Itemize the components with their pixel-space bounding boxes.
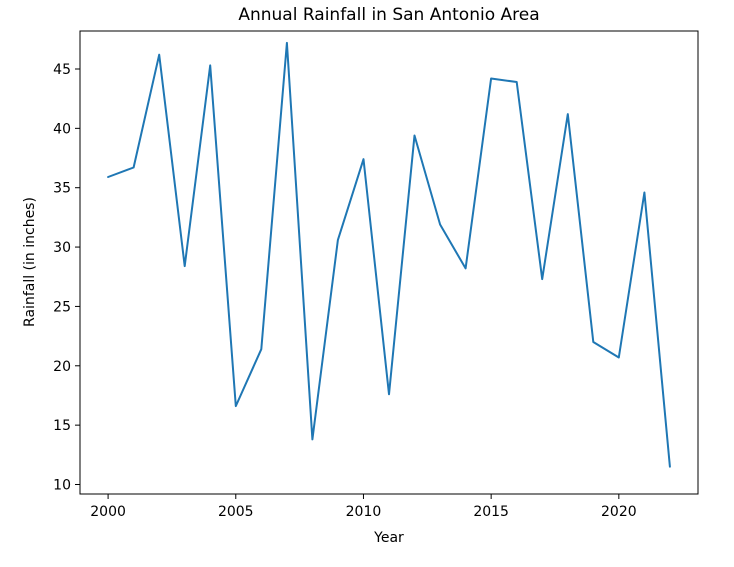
series-layer xyxy=(107,41,671,468)
y-tick-label: 15 xyxy=(53,418,71,434)
x-tick-label: 2005 xyxy=(218,504,254,520)
x-tick-label: 2015 xyxy=(473,504,509,520)
x-axis-label: Year xyxy=(373,530,404,546)
x-tick-label: 2010 xyxy=(346,504,382,520)
chart-title: Annual Rainfall in San Antonio Area xyxy=(238,5,539,25)
x-tick-label: 2000 xyxy=(90,504,126,520)
x-axis-ticks: 2000 2005 2010 2015 2020 xyxy=(90,494,637,520)
y-tick-label: 20 xyxy=(53,359,71,375)
y-tick-label: 45 xyxy=(53,62,71,78)
y-tick-label: 40 xyxy=(53,121,71,137)
plot-frame xyxy=(79,30,699,495)
y-axis-ticks: 10 15 20 25 30 35 40 45 xyxy=(53,62,80,494)
y-tick-label: 25 xyxy=(53,299,71,315)
series-line-0 xyxy=(107,41,671,468)
y-axis-label: Rainfall (in inches) xyxy=(22,197,38,327)
y-tick-label: 10 xyxy=(53,478,71,494)
y-tick-label: 30 xyxy=(53,240,71,256)
y-tick-label: 35 xyxy=(53,181,71,197)
x-tick-label: 2020 xyxy=(601,504,637,520)
